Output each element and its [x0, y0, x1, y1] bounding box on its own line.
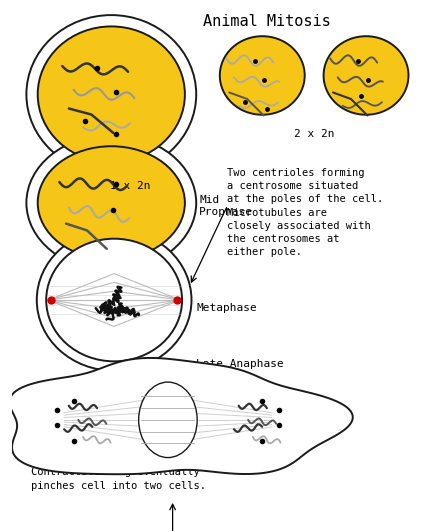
Text: Contractile ring eventually
pinches cell into two cells.: Contractile ring eventually pinches cell… — [31, 467, 206, 491]
Ellipse shape — [26, 135, 196, 271]
Ellipse shape — [323, 36, 408, 115]
Ellipse shape — [26, 15, 196, 174]
Ellipse shape — [139, 382, 197, 458]
Ellipse shape — [38, 146, 185, 260]
Ellipse shape — [220, 36, 305, 115]
Text: Metaphase: Metaphase — [196, 303, 257, 313]
Ellipse shape — [37, 229, 191, 371]
Text: Animal Mitosis: Animal Mitosis — [203, 14, 331, 29]
Ellipse shape — [46, 239, 182, 361]
Text: Two centrioles forming
a centrosome situated
at the poles of the cell.
Microtubu: Two centrioles forming a centrosome situ… — [227, 168, 384, 257]
Text: 2 x 2n: 2 x 2n — [294, 129, 334, 139]
Polygon shape — [10, 358, 353, 474]
Ellipse shape — [38, 27, 185, 162]
Text: Late Anaphase: Late Anaphase — [196, 359, 284, 369]
Text: 1 x 2n: 1 x 2n — [110, 181, 150, 191]
Text: Mid
Prophase: Mid Prophase — [199, 195, 253, 217]
